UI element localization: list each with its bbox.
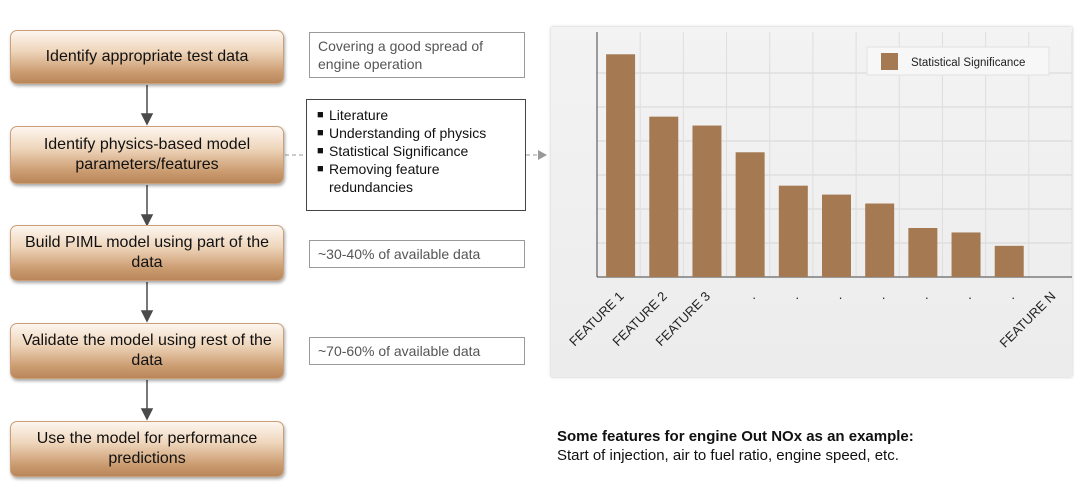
caption-title: Some features for engine Out NOx as an e… xyxy=(557,428,914,445)
caption-body: Start of injection, air to fuel ratio, e… xyxy=(557,447,899,464)
list-item-text: Understanding of physics xyxy=(329,125,487,141)
bar xyxy=(951,232,981,277)
bar xyxy=(908,228,938,277)
bar xyxy=(649,116,679,278)
step-identify-features: Identify physics-based model parameters/… xyxy=(10,126,284,184)
feature-methods-box: ■ Literature ■ Understanding of physics ■ S… xyxy=(306,99,526,211)
note-test-data: Covering a good spread of engine operati… xyxy=(309,32,525,78)
step-use-model: Use the model for performance prediction… xyxy=(10,421,284,477)
bar xyxy=(994,245,1024,277)
note-text: ~70-60% of available data xyxy=(318,343,481,359)
list-item: ■ Literature xyxy=(317,106,517,124)
tick-label: . xyxy=(925,287,929,302)
feature-significance-chart: FEATURE 1 FEATURE 2 FEATURE 3....... FEATUR… xyxy=(551,27,1073,377)
list-item: ■ Statistical Significance xyxy=(317,142,517,160)
bar xyxy=(822,194,851,277)
tick-label: FEATURE N xyxy=(997,289,1059,351)
list-item: ■ Understanding of physics xyxy=(317,124,517,142)
step-validate-model: Validate the model using rest of the dat… xyxy=(10,323,284,379)
bullet-icon: ■ xyxy=(317,109,324,121)
step-build-model: Build PIML model using part of the data xyxy=(10,225,284,281)
step-label: Use the model for performance prediction… xyxy=(36,430,258,467)
bullet-icon: ■ xyxy=(317,127,324,139)
note-validate-split: ~70-60% of available data xyxy=(309,337,525,365)
bullet-icon: ■ xyxy=(317,163,324,175)
tick-label: . xyxy=(882,287,886,302)
list-item-text: Literature xyxy=(329,107,389,123)
note-text: ~30-40% of available data xyxy=(318,246,481,262)
dashed-arrowhead xyxy=(538,150,547,160)
list-item-text: Statistical Significance xyxy=(329,143,469,159)
step-identify-test-data: Identify appropriate test data xyxy=(10,30,284,84)
bar xyxy=(735,152,765,277)
note-text: Covering a good spread of engine operati… xyxy=(318,38,483,72)
legend-label: Statistical Significance xyxy=(911,57,1025,69)
legend-box xyxy=(866,46,1050,76)
step-label: Build PIML model using part of the data xyxy=(25,234,269,271)
bar xyxy=(692,125,722,277)
bullet-icon: ■ xyxy=(317,145,324,157)
list-item-text: Removing feature redundancies xyxy=(329,161,440,195)
tick-label: . xyxy=(796,287,800,302)
tick-label: . xyxy=(968,287,972,302)
bar xyxy=(778,185,808,277)
bar xyxy=(865,203,895,277)
tick-label: . xyxy=(1011,287,1015,302)
legend-swatch xyxy=(881,53,898,70)
tick-label: . xyxy=(752,287,756,302)
step-label: Identify physics-based model parameters/… xyxy=(43,136,251,173)
tick-label: . xyxy=(839,287,843,302)
note-build-split: ~30-40% of available data xyxy=(309,240,525,268)
step-label: Validate the model using rest of the dat… xyxy=(22,332,272,369)
list-item: ■ Removing feature redundancies xyxy=(317,160,517,196)
bar xyxy=(606,54,636,277)
step-label: Identify appropriate test data xyxy=(45,48,249,65)
